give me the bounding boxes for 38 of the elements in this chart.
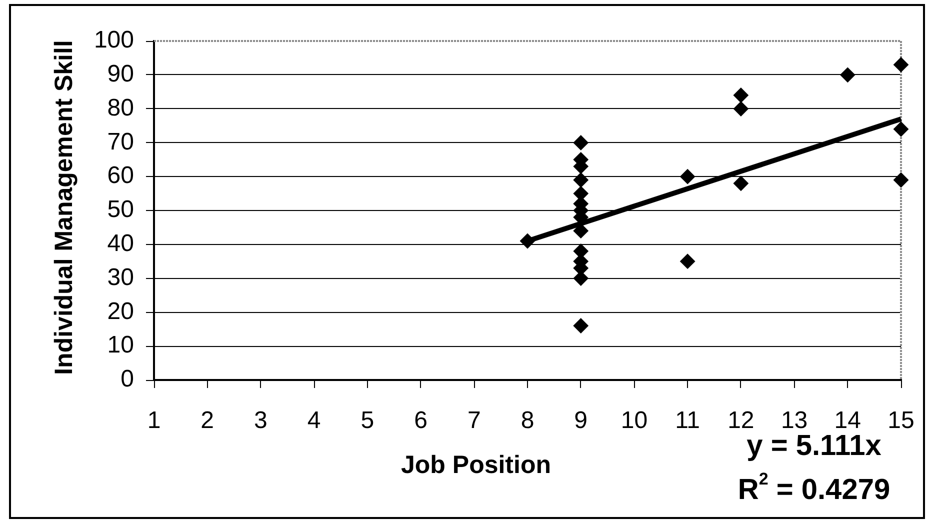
x-tick-label: 5 (360, 407, 374, 434)
y-axis-title: Individual Management Skill (50, 40, 78, 375)
x-tick-label: 1 (147, 407, 161, 434)
point (733, 88, 748, 103)
y-tick-label: 70 (107, 128, 134, 156)
point (733, 176, 748, 191)
point (680, 169, 696, 184)
y-tick-label: 10 (107, 332, 134, 359)
y-tick-label: 20 (107, 298, 134, 325)
x-tick-label: 3 (254, 407, 268, 434)
y-tick-label: 90 (107, 60, 134, 88)
x-tick-label: 11 (675, 407, 700, 434)
x-tick-label: 2 (200, 407, 214, 434)
point (520, 234, 535, 249)
point (894, 122, 908, 137)
point (894, 172, 908, 188)
y-tick-label: 60 (107, 162, 134, 190)
point (840, 67, 856, 82)
x-tick-label: 15 (888, 407, 914, 434)
point (573, 318, 588, 334)
y-tick-label: 0 (120, 366, 134, 393)
point (894, 57, 908, 72)
x-axis-title: Job Position (401, 450, 551, 479)
x-tick-label: 6 (414, 407, 428, 434)
point (680, 254, 696, 269)
x-tick-label: 4 (307, 407, 321, 434)
x-tick-label: 9 (574, 407, 588, 434)
y-tick-label: 40 (107, 230, 134, 258)
x-tick-label: 8 (520, 407, 534, 434)
y-tick-label: 50 (107, 196, 134, 224)
point (733, 101, 748, 116)
y-tick-label: 30 (107, 264, 134, 291)
x-tick-label: 7 (467, 407, 481, 434)
y-tick-label: 80 (107, 94, 134, 122)
point (573, 135, 588, 150)
point (573, 172, 588, 188)
x-tick-label: 10 (620, 407, 648, 434)
y-tick-label: 100 (94, 26, 134, 54)
